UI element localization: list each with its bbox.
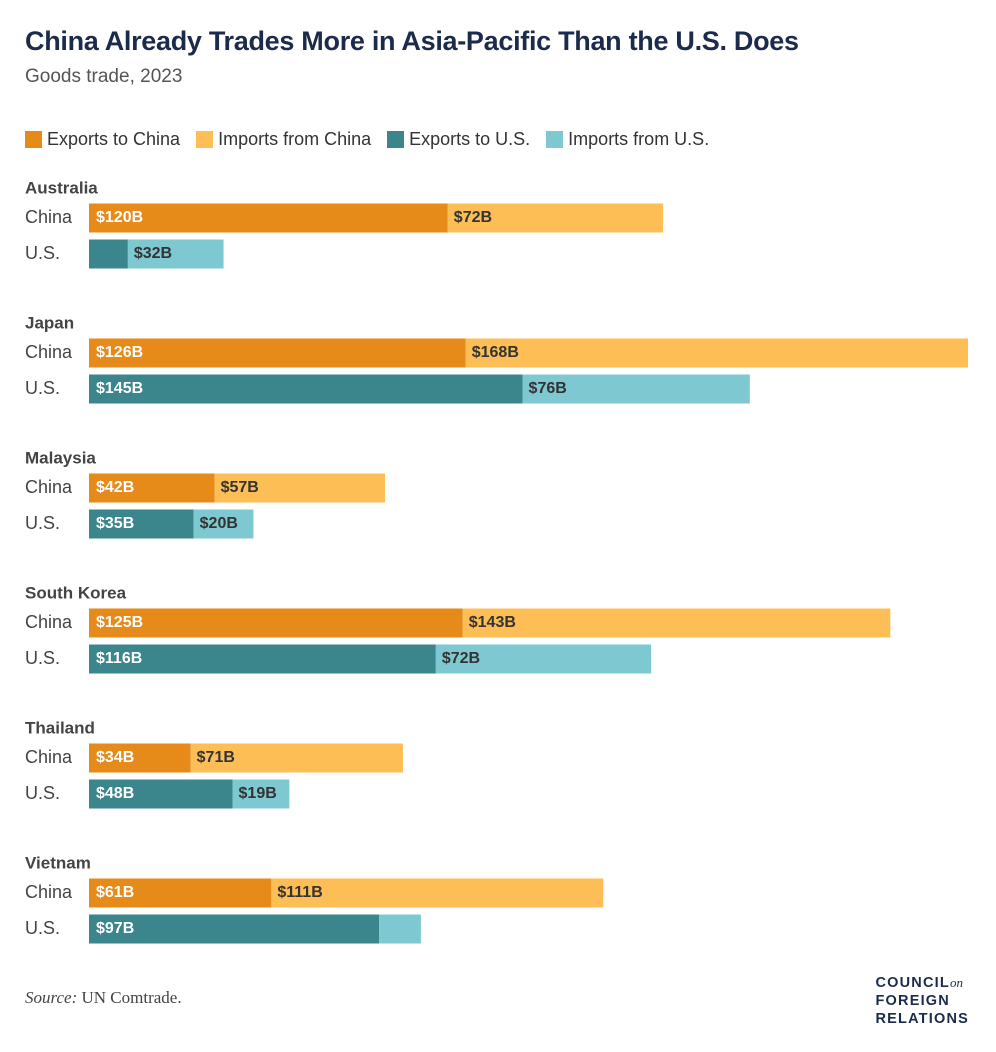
bar-japan-china-exports: [89, 338, 466, 368]
label-australia-us-imports: $32B: [134, 245, 172, 262]
label-south-korea-china-exports: $125B: [96, 614, 143, 631]
bar-malaysia-china-imports: [214, 473, 386, 503]
bar-australia-china-imports: [447, 203, 664, 233]
legend-item-exports-us: Exports to U.S.: [387, 129, 530, 150]
legend: Exports to China Imports from China Expo…: [25, 129, 725, 150]
label-japan-us-exports: $145B: [96, 380, 143, 397]
row-label-australia-us: U.S.: [25, 243, 60, 263]
row-label-south-korea-us: U.S.: [25, 648, 60, 668]
legend-label-exports-us: Exports to U.S.: [409, 129, 531, 149]
logo-word-foreign: FOREIGN: [875, 993, 950, 1009]
row-label-malaysia-china: China: [25, 477, 73, 497]
chart-subtitle: Goods trade, 2023: [25, 66, 183, 87]
label-japan-us-imports: $76B: [529, 380, 567, 397]
row-label-vietnam-us: U.S.: [25, 918, 60, 938]
label-thailand-us-exports: $48B: [96, 785, 134, 802]
legend-label-exports-china: Exports to China: [47, 129, 181, 149]
source-label: Source:: [25, 988, 78, 1007]
logo-word-council: COUNCIL: [875, 975, 950, 991]
logo-word-on: on: [949, 975, 963, 990]
bar-vietnam-us-imports: [379, 914, 421, 944]
bar-thailand-china-exports: [89, 743, 191, 773]
legend-swatch-imports-china: [196, 131, 214, 148]
legend-item-imports-china: Imports from China: [196, 129, 371, 150]
row-label-thailand-china: China: [25, 747, 73, 767]
legend-item-exports-china: Exports to China: [25, 129, 180, 150]
bar-south-korea-china-imports: [462, 608, 891, 638]
bar-south-korea-china-exports: [89, 608, 463, 638]
source-note: Source: UN Comtrade.: [25, 988, 182, 1008]
label-thailand-china-exports: $34B: [96, 749, 134, 766]
label-thailand-us-imports: $19B: [239, 785, 277, 802]
bar-japan-us-imports: [522, 374, 750, 404]
bar-thailand-us-imports: [232, 779, 290, 809]
bar-japan-china-imports: [465, 338, 969, 368]
logo-word-relations: RELATIONS: [875, 1011, 969, 1027]
row-label-japan-us: U.S.: [25, 378, 60, 398]
legend-item-imports-us: Imports from U.S.: [546, 129, 709, 150]
legend-label-imports-china: Imports from China: [218, 129, 372, 149]
bar-chart: Australia China $120B $72B U.S. $32B Japan Chin…: [25, 178, 969, 944]
bar-australia-us-imports: [127, 239, 224, 269]
chart-title: China Already Trades More in Asia-Pacifi…: [25, 26, 799, 56]
legend-swatch-exports-china: [25, 131, 42, 148]
row-label-malaysia-us: U.S.: [25, 513, 60, 533]
country-label-vietnam: Vietnam: [25, 853, 91, 872]
bar-vietnam-china-exports: [89, 878, 272, 908]
bar-south-korea-us-exports: [89, 644, 436, 674]
legend-label-imports-us: Imports from U.S.: [568, 129, 710, 149]
label-vietnam-china-imports: $111B: [277, 884, 322, 901]
bar-malaysia-us-imports: [193, 509, 254, 539]
country-label-thailand: Thailand: [25, 718, 95, 737]
label-south-korea-us-exports: $116B: [96, 650, 142, 667]
label-vietnam-china-exports: $61B: [96, 884, 134, 901]
row-label-thailand-us: U.S.: [25, 783, 60, 803]
label-vietnam-us-exports: $97B: [96, 920, 134, 937]
bar-malaysia-china-exports: [89, 473, 215, 503]
row-label-australia-china: China: [25, 207, 73, 227]
label-south-korea-us-imports: $72B: [442, 650, 480, 667]
label-japan-china-imports: $168B: [472, 344, 519, 361]
legend-swatch-exports-us: [387, 131, 405, 148]
source-text: UN Comtrade.: [81, 988, 182, 1007]
label-malaysia-us-imports: $20B: [200, 515, 238, 532]
bar-australia-china-exports: [89, 203, 448, 233]
label-japan-china-exports: $126B: [96, 344, 143, 361]
row-label-south-korea-china: China: [25, 612, 73, 632]
label-malaysia-china-exports: $42B: [96, 479, 134, 496]
country-label-malaysia: Malaysia: [25, 448, 96, 467]
label-south-korea-china-imports: $143B: [469, 614, 516, 631]
row-label-vietnam-china: China: [25, 882, 73, 902]
label-malaysia-china-imports: $57B: [221, 479, 259, 496]
bar-australia-us-exports: [89, 239, 128, 269]
bar-vietnam-us-exports: [89, 914, 380, 944]
country-label-japan: Japan: [25, 313, 74, 332]
bar-thailand-us-exports: [89, 779, 233, 809]
label-thailand-china-imports: $71B: [197, 749, 235, 766]
row-label-japan-china: China: [25, 342, 73, 362]
label-malaysia-us-exports: $35B: [96, 515, 134, 532]
label-australia-china-imports: $72B: [454, 209, 492, 226]
cfr-logo: COUNCILon FOREIGN RELATIONS: [875, 974, 969, 1028]
bar-vietnam-china-imports: [271, 878, 604, 908]
bar-malaysia-us-exports: [89, 509, 194, 539]
label-australia-china-exports: $120B: [96, 209, 143, 226]
bar-south-korea-us-imports: [435, 644, 652, 674]
bar-thailand-china-imports: [190, 743, 403, 773]
bar-japan-us-exports: [89, 374, 523, 404]
country-label-south-korea: South Korea: [25, 583, 127, 602]
legend-swatch-imports-us: [546, 131, 564, 148]
country-label-australia: Australia: [25, 178, 98, 197]
